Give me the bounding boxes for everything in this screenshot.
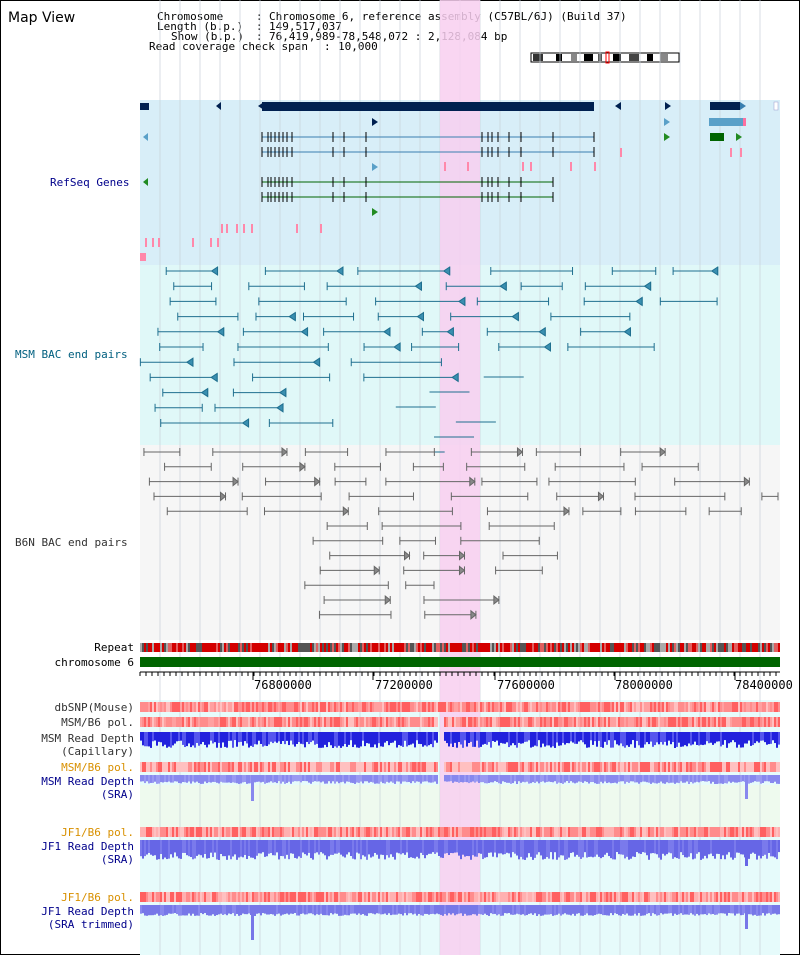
info-chromosome-key: Chromosome	[157, 10, 224, 23]
track-label-msm-bac[interactable]: MSM BAC end pairs	[15, 348, 128, 361]
msm-bac-end-pairs[interactable]	[139, 266, 719, 453]
info-show-key: Show (b.p.)	[171, 30, 244, 43]
axis-tick-5: 78400000	[735, 678, 793, 692]
track-label-dbsnp[interactable]: dbSNP(Mouse)	[54, 701, 134, 714]
track-label-jf1-depth-sra-sub: (SRA)	[100, 853, 134, 866]
position-axis	[139, 671, 780, 680]
track-label-msm-depth-capillary-sub: (Capillary)	[61, 745, 134, 758]
track-label-jf1-depth-trimmed-sub: (SRA trimmed)	[47, 918, 134, 931]
polymorphism-strips[interactable]	[140, 702, 780, 902]
track-label-repeat[interactable]: Repeat	[94, 641, 134, 654]
info-sep-4: :	[324, 40, 331, 53]
info-length-key: Length (b.p.)	[157, 20, 244, 33]
track-label-msm-depth-capillary[interactable]: MSM Read Depth	[41, 732, 134, 745]
info-span-value: 10,000	[338, 40, 378, 53]
track-label-b6n-bac[interactable]: B6N BAC end pairs	[15, 536, 128, 549]
track-label-jf1-b6-pol-trimmed[interactable]: JF1/B6 pol.	[61, 891, 134, 904]
selected-region-highlight	[440, 0, 480, 955]
track-label-msm-b6-pol-sra[interactable]: MSM/B6 pol.	[61, 761, 134, 774]
axis-tick-1: 76800000	[254, 678, 312, 692]
chromosome-ideogram[interactable]	[530, 51, 680, 64]
b6n-bac-end-pairs[interactable]	[143, 446, 779, 620]
track-label-refseq[interactable]: RefSeq Genes	[50, 176, 130, 189]
info-length-value: 149,517,037	[269, 20, 342, 33]
track-label-msm-depth-sra[interactable]: MSM Read Depth	[41, 775, 134, 788]
view-title: Map View	[8, 10, 76, 26]
info-span-key: Read coverage check span	[149, 40, 308, 53]
track-label-chromosome[interactable]: chromosome 6	[54, 656, 134, 669]
chromosome-bar[interactable]	[140, 657, 780, 667]
axis-tick-3: 77600000	[497, 678, 555, 692]
axis-tick-4: 78000000	[615, 678, 673, 692]
refseq-genes[interactable]	[140, 101, 779, 261]
info-sep-1: :	[256, 10, 263, 23]
info-sep-2: :	[256, 20, 263, 33]
track-label-msm-b6-pol[interactable]: MSM/B6 pol.	[61, 716, 134, 729]
track-label-jf1-depth-trimmed[interactable]: JF1 Read Depth	[41, 905, 134, 918]
track-label-jf1-b6-pol[interactable]: JF1/B6 pol.	[61, 826, 134, 839]
track-label-jf1-depth-sra[interactable]: JF1 Read Depth	[41, 840, 134, 853]
track-label-msm-depth-sra-sub: (SRA)	[100, 788, 134, 801]
read-depth-tracks[interactable]	[140, 732, 780, 940]
repeat-track[interactable]	[140, 643, 780, 652]
axis-tick-2: 77200000	[375, 678, 433, 692]
info-sep-3: :	[256, 30, 263, 43]
